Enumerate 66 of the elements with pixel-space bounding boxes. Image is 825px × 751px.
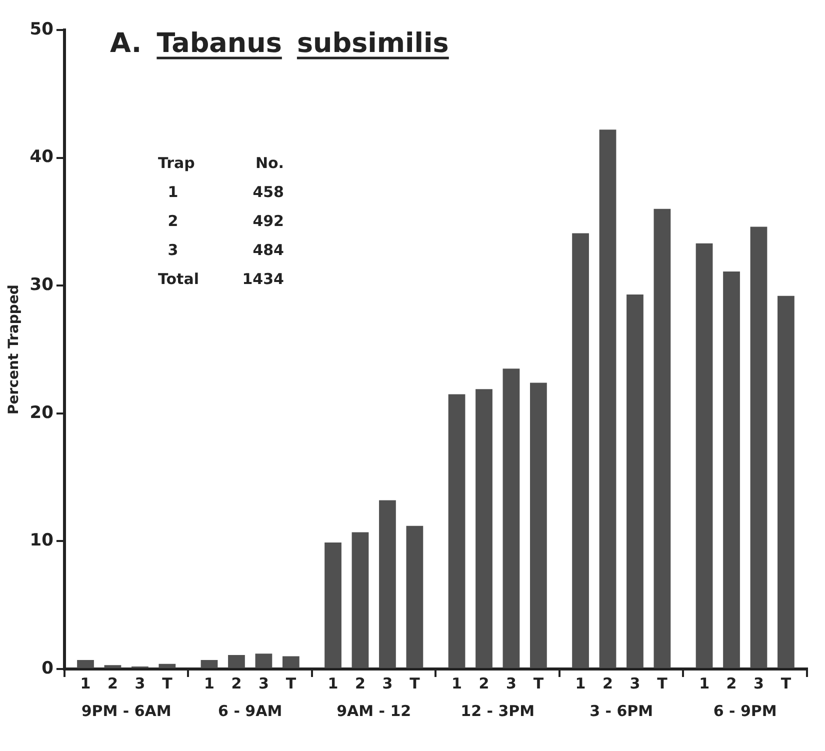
bar (406, 526, 424, 668)
text: T (410, 674, 420, 692)
text: 3 (630, 674, 640, 692)
text: T (780, 674, 792, 692)
bar (750, 226, 768, 668)
y-tick-label: 20 (30, 402, 54, 423)
text: 1 458 (168, 182, 284, 201)
x-tick-label: 3 - 6PM (590, 702, 654, 720)
text: 1 (328, 674, 338, 692)
bar (599, 130, 616, 668)
bar (379, 500, 396, 668)
x-tick-label: 9AM - 12 (336, 702, 412, 720)
bar (228, 654, 245, 668)
text: Total 1434 (158, 270, 284, 288)
text: 3 (754, 674, 764, 692)
y-tick-label: 50 (30, 19, 54, 40)
text: 2 492 (168, 212, 284, 230)
x-tick-label: 12 - 3PM (460, 702, 535, 720)
series-label: 2 (108, 674, 118, 692)
bar (502, 368, 520, 668)
chart-title: A. Tabanus subsimilis (110, 28, 449, 59)
bar (77, 660, 94, 668)
text: T (533, 674, 544, 692)
bar (200, 660, 218, 668)
text: 1 (575, 674, 586, 692)
y-axis-title: Percent Trapped (6, 284, 22, 414)
y-tick-label: 0 (42, 658, 54, 678)
y-tick-label: 10 (30, 530, 54, 551)
text: Trap No. (158, 154, 284, 172)
bar (255, 654, 272, 668)
bar (778, 296, 794, 668)
text: 2 (726, 674, 737, 692)
text: 2 (231, 674, 242, 692)
bar (654, 208, 671, 668)
text: 1 (452, 674, 462, 692)
text: 3 484 (168, 240, 284, 259)
bar (104, 665, 122, 668)
text: 2 (602, 674, 613, 692)
y-tick-label: 30 (30, 275, 54, 296)
bar (696, 243, 713, 668)
bar (530, 382, 547, 668)
series-label: T (162, 674, 174, 692)
text: 2 (478, 674, 490, 692)
text: T (657, 674, 668, 692)
bar (723, 272, 740, 668)
text: 1 (204, 674, 214, 692)
text: T (286, 674, 296, 692)
x-tick-label: 9PM - 6AM (81, 702, 172, 720)
series-label: 1 (80, 674, 91, 692)
bar (626, 294, 644, 668)
bar (352, 532, 369, 668)
text: 1 (699, 674, 710, 692)
bar (324, 542, 342, 668)
text: 2 (355, 674, 366, 692)
bar (158, 664, 176, 668)
bar (282, 656, 300, 668)
text: 3 (382, 674, 393, 692)
series-label: 3 (134, 674, 146, 692)
bar (476, 389, 492, 668)
x-tick-label: 6 - 9AM (218, 702, 282, 720)
x-tick-label: 6 - 9PM (713, 702, 777, 720)
text: 3 (258, 674, 269, 692)
bar (572, 233, 589, 668)
text: 3 (506, 674, 516, 692)
bar (448, 394, 466, 668)
y-tick-label: 40 (30, 147, 54, 168)
